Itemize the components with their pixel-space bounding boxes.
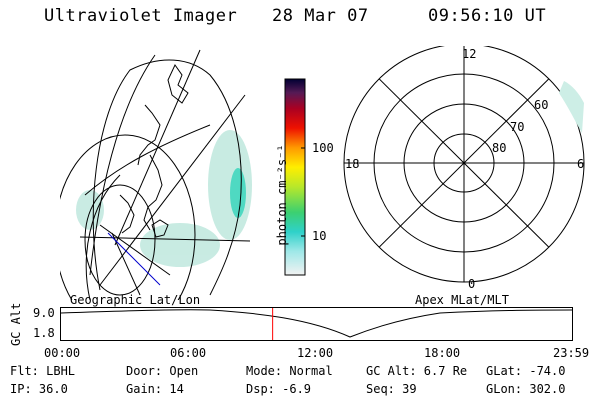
mlt-label-6: 6 [577, 157, 585, 171]
meridian [99, 94, 246, 286]
date-label: 28 Mar 07 [272, 6, 369, 26]
latitude-circle [84, 124, 211, 196]
time-tick-2359: 23:59 [553, 346, 590, 360]
time-tick-1200: 12:00 [297, 346, 334, 360]
geographic-map [60, 49, 252, 300]
status-door: Door: Open [126, 364, 199, 378]
polar-plot [343, 46, 585, 283]
meridian [89, 54, 156, 276]
latitude-circle [85, 174, 121, 300]
coastline [167, 64, 189, 104]
status-flt: Flt: LBHL [10, 364, 76, 378]
altitude-ytick-min: 1.8 [33, 326, 55, 340]
coastline [143, 154, 163, 231]
latitude-circle [84, 184, 156, 296]
altitude-ytick-max: 9.0 [33, 306, 55, 320]
status-gain: Gain: 14 [126, 382, 184, 396]
altitude-curve [60, 309, 573, 338]
coastline [151, 219, 169, 238]
instrument-title: Ultraviolet Imager [44, 6, 238, 26]
mlt-label-0: 0 [468, 277, 476, 291]
time-tick-0000: 00:00 [44, 346, 81, 360]
coastline [119, 194, 135, 234]
colorbar-tick-10: 10 [312, 229, 327, 243]
satellite-track-line [107, 232, 161, 286]
aurora-emission [76, 130, 252, 267]
latitude-circle [60, 134, 196, 300]
meridian [111, 232, 141, 296]
altitude-track-plot [60, 307, 573, 341]
lat-label-60: 60 [534, 98, 549, 112]
parallel-line [79, 236, 251, 242]
time-tick-1800: 18:00 [424, 346, 461, 360]
status-dsp: Dsp: -6.9 [246, 382, 312, 396]
mlt-label-12: 12 [462, 47, 477, 61]
lat-label-80: 80 [492, 141, 507, 155]
colorbar-tick-100: 100 [312, 141, 334, 155]
globe-limb [92, 59, 242, 296]
mlt-line-diagonal [378, 78, 550, 248]
status-ip: IP: 36.0 [10, 382, 68, 396]
meridian [114, 49, 201, 246]
time-tick-0600: 06:00 [170, 346, 207, 360]
status-mode: Mode: Normal [246, 364, 333, 378]
aurora-bright-spot [230, 168, 246, 218]
lat-label-70: 70 [510, 120, 525, 134]
colorbar-unit-label: photon cm⁻²s⁻¹ [275, 144, 289, 246]
altitude-ylabel: GC Alt [9, 302, 23, 346]
colorbar [284, 78, 306, 276]
coastline [137, 104, 161, 166]
status-glat: GLat: -74.0 [486, 364, 566, 378]
status-gc-alt: GC Alt: 6.7 Re [366, 364, 468, 378]
time-label: 09:56:10 UT [428, 6, 547, 26]
mlt-label-18: 18 [345, 157, 360, 171]
apex-caption: Apex MLat/MLT [415, 293, 509, 307]
geographic-caption: Geographic Lat/Lon [70, 293, 201, 307]
status-seq: Seq: 39 [366, 382, 417, 396]
aurora-emission [559, 81, 584, 133]
status-glon: GLon: 302.0 [486, 382, 566, 396]
